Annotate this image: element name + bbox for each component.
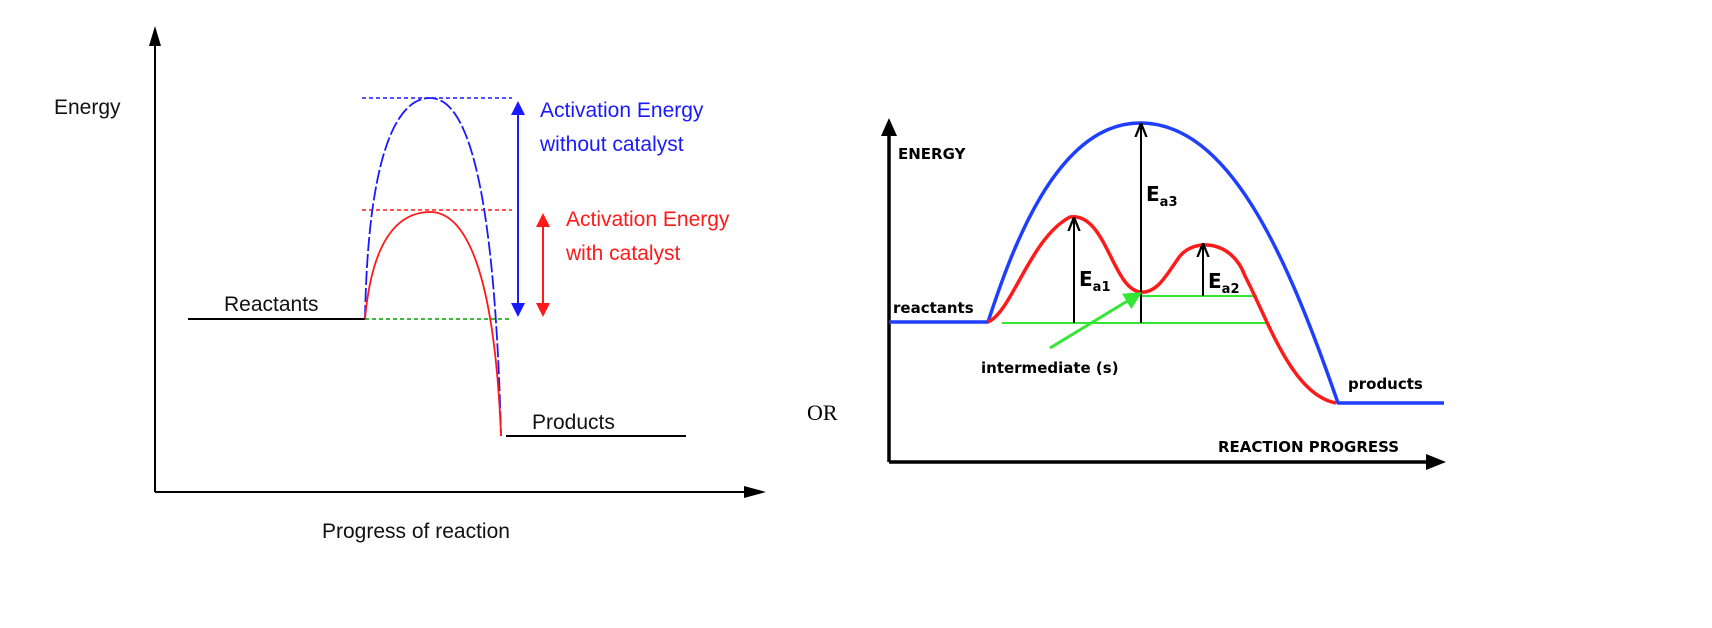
uncatalyzed-label-line2: without catalyst [539,133,684,156]
reactants-label: Reactants [224,293,319,316]
uncatalyzed-energy-curve [364,97,502,437]
products-label: Products [532,411,615,434]
catalyzed-label-line2: with catalyst [565,242,681,265]
right-x-axis-arrowhead [1426,454,1446,470]
ea1-label: Ea1 [1079,267,1111,295]
or-separator: OR [807,400,838,425]
left-x-axis-arrowhead [744,486,766,498]
reactants-label-right: reactants [893,299,974,317]
ea3-label: Ea3 [1146,182,1178,210]
left-y-axis-label: Energy [54,96,121,119]
single-step-energy-curve [889,121,1444,405]
uncatalyzed-label-line1: Activation Energy [540,99,704,122]
catalyzed-label-line1: Activation Energy [566,208,730,231]
right-energy-diagram: ENERGY REACTION PROGRESS Ea1 Ea3 Ea2 rea… [881,118,1446,470]
left-y-axis-arrowhead [149,26,161,46]
catalyzed-energy-curve [364,211,502,437]
multi-step-energy-curve [987,215,1337,405]
right-y-axis-arrowhead [881,118,897,136]
products-label-right: products [1348,375,1423,393]
right-x-axis-label: REACTION PROGRESS [1218,438,1399,456]
intermediate-label: intermediate (s) [981,359,1119,377]
right-y-axis-label: ENERGY [898,145,967,163]
left-energy-diagram: Energy Progress of reaction Reactants Pr… [54,26,766,543]
intermediate-pointer-arrow [1049,292,1143,350]
left-x-axis-label: Progress of reaction [322,520,510,543]
ea2-label: Ea2 [1208,269,1240,297]
